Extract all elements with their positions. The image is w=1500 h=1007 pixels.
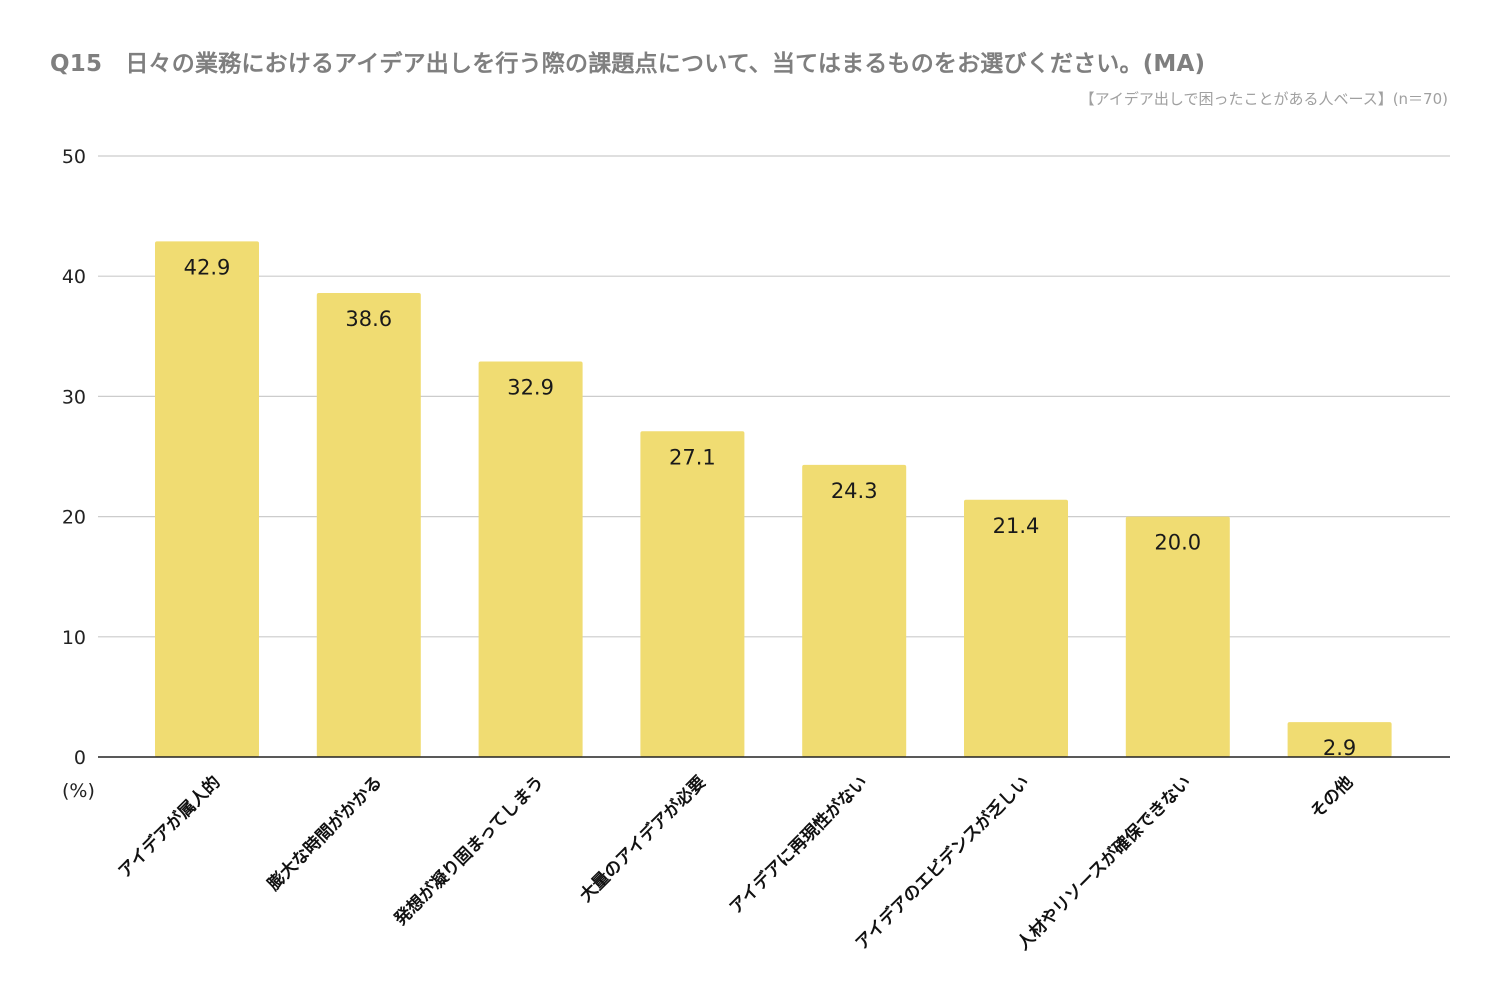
bars [155,241,1392,758]
bar-value-label: 38.6 [345,307,392,331]
bar-value-label: 21.4 [993,514,1040,538]
y-tick-label: 0 [74,747,86,769]
y-axis-ticks: 0 10 20 30 40 50 [62,146,86,769]
bar [155,241,259,758]
category-label: 人材やリソースが確保できない [1013,772,1196,955]
bar [478,361,583,757]
chart-title: Q15 日々の業務におけるアイデア出しを行う際の課題点について、当てはまるものを… [50,51,1206,77]
bar [964,499,1068,757]
bar-value-label: 24.3 [831,479,878,503]
y-tick-label: 40 [62,266,86,288]
bar-value-label: 20.0 [1154,531,1201,555]
gridlines [98,155,1450,638]
y-tick-label: 50 [62,146,86,168]
bar-value-label: 42.9 [184,255,231,279]
y-axis-unit-label: (%) [62,780,95,802]
category-label: アイデアのエビデンスが乏しい [851,772,1033,954]
y-tick-label: 20 [62,507,86,529]
y-tick-label: 30 [62,386,86,408]
category-labels: アイデアが属人的 膨大な時間がかかる 発想が凝り固まってしまう 大量のアイデアが必要ア… [114,772,1357,955]
bar [640,431,745,757]
bar-value-label: 32.9 [507,376,554,400]
category-label: 膨大な時間がかかる [263,772,386,895]
category-label: その他 [1306,772,1357,823]
category-label: アイデアが属人的 [114,772,224,882]
bar [802,464,907,757]
y-tick-label: 10 [62,627,86,649]
bar-value-labels: 42.9 38.6 32.9 27.1 24.3 21.4 20.0 2.9 [184,255,1357,760]
bar [316,293,421,757]
category-label: 発想が凝り固まってしまう [389,772,548,931]
category-label: 大量のアイデアが必要 [575,772,709,906]
bar [1125,516,1230,757]
bar-value-label: 2.9 [1323,736,1356,760]
category-label: アイデアに再現性がない [725,772,871,918]
bar [1287,722,1392,757]
chart-subtitle: 【アイデア出しで困ったことがある人ベース】(n＝70) [1079,90,1448,108]
bar-value-label: 27.1 [669,445,716,469]
